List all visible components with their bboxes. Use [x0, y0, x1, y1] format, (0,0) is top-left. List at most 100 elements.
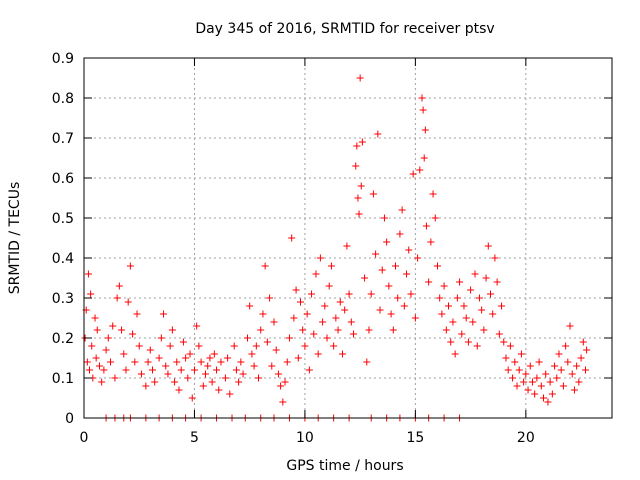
data-point	[137, 370, 145, 378]
data-point	[257, 326, 265, 334]
data-point	[246, 302, 254, 310]
data-point	[456, 278, 464, 286]
data-point	[197, 358, 205, 366]
data-point	[224, 354, 232, 362]
data-point	[447, 338, 455, 346]
data-point	[506, 342, 514, 350]
data-point	[345, 290, 353, 298]
data-point	[95, 362, 103, 370]
data-point	[553, 374, 561, 382]
data-point	[354, 194, 362, 202]
data-point	[330, 342, 338, 350]
data-point	[425, 278, 433, 286]
data-point	[148, 366, 156, 374]
data-point	[540, 394, 548, 402]
data-point	[83, 358, 91, 366]
data-point	[252, 342, 260, 350]
data-point	[299, 326, 307, 334]
data-point	[546, 378, 554, 386]
data-point	[120, 350, 128, 358]
data-point	[129, 330, 137, 338]
data-point	[537, 382, 545, 390]
y-tick-label: 0.6	[52, 171, 74, 187]
y-axis-label: SRMTID / TECUs	[7, 182, 23, 295]
data-point	[355, 210, 363, 218]
y-tick-label: 0.4	[52, 251, 74, 267]
data-point	[433, 262, 441, 270]
data-point	[279, 398, 287, 406]
data-points	[81, 74, 591, 422]
data-point	[288, 234, 296, 242]
data-point	[405, 246, 413, 254]
data-point	[182, 354, 190, 362]
data-point	[104, 334, 112, 342]
data-point	[372, 250, 380, 258]
data-point	[297, 298, 305, 306]
data-point	[462, 314, 470, 322]
data-point	[113, 294, 121, 302]
data-point	[168, 326, 176, 334]
data-point	[407, 290, 415, 298]
data-point	[332, 314, 340, 322]
data-point	[173, 358, 181, 366]
data-point	[88, 342, 96, 350]
data-point	[422, 222, 430, 230]
data-point	[551, 362, 559, 370]
data-point	[164, 370, 172, 378]
data-point	[232, 366, 240, 374]
data-point	[323, 334, 331, 342]
data-point	[528, 378, 536, 386]
data-point	[210, 350, 218, 358]
data-point	[420, 154, 428, 162]
data-point	[86, 366, 94, 374]
data-point	[502, 354, 510, 362]
data-point	[179, 338, 187, 346]
data-point	[319, 318, 327, 326]
data-point	[511, 358, 519, 366]
data-point	[122, 366, 130, 374]
data-point	[513, 382, 521, 390]
data-point	[202, 370, 210, 378]
data-point	[195, 342, 203, 350]
data-point	[396, 230, 404, 238]
data-point	[102, 346, 110, 354]
data-point	[475, 294, 483, 302]
data-point	[190, 366, 198, 374]
data-point	[566, 322, 574, 330]
data-point	[583, 346, 591, 354]
data-point	[389, 326, 397, 334]
data-point	[285, 334, 293, 342]
data-point	[310, 330, 318, 338]
data-point	[341, 306, 349, 314]
data-point	[301, 342, 309, 350]
data-point	[239, 370, 247, 378]
data-point	[98, 378, 106, 386]
data-point	[418, 94, 426, 102]
data-point	[248, 350, 256, 358]
y-tick-label: 0.8	[52, 91, 74, 107]
data-point	[155, 354, 163, 362]
data-point	[266, 294, 274, 302]
data-point	[334, 326, 342, 334]
data-point	[347, 318, 355, 326]
y-tick-label: 0.1	[52, 371, 74, 387]
data-point	[294, 354, 302, 362]
data-point	[544, 398, 552, 406]
data-point	[445, 302, 453, 310]
data-point	[489, 310, 497, 318]
data-point	[416, 166, 424, 174]
data-point	[325, 282, 333, 290]
data-point	[414, 254, 422, 262]
data-point	[387, 310, 395, 318]
data-point	[243, 334, 251, 342]
data-point	[160, 310, 168, 318]
data-point	[84, 270, 92, 278]
data-point	[478, 306, 486, 314]
data-point	[500, 338, 508, 346]
data-point	[357, 182, 365, 190]
data-point	[204, 362, 212, 370]
data-point	[305, 366, 313, 374]
data-point	[522, 370, 530, 378]
data-point	[184, 374, 192, 382]
x-tick-label: 10	[296, 430, 314, 446]
